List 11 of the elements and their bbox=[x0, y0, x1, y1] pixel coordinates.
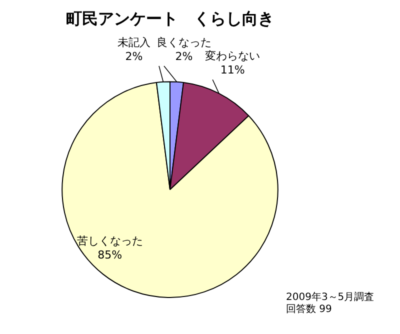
data-label: 2% bbox=[125, 50, 143, 63]
text: 回答数 99 bbox=[286, 304, 333, 316]
data-label: 85% bbox=[98, 248, 122, 262]
slice-label: 良くなった bbox=[156, 36, 212, 49]
data-label: 2% bbox=[175, 50, 193, 63]
slice-label: 未記入 bbox=[118, 36, 150, 49]
slice-label: 苦しくなった bbox=[76, 234, 143, 248]
chart-title: 町民アンケート くらし向き bbox=[66, 8, 274, 28]
slice-label: 変わらない bbox=[205, 50, 260, 63]
text: 2009年3～5月調査 bbox=[286, 292, 374, 304]
data-label: 11% bbox=[220, 64, 245, 77]
